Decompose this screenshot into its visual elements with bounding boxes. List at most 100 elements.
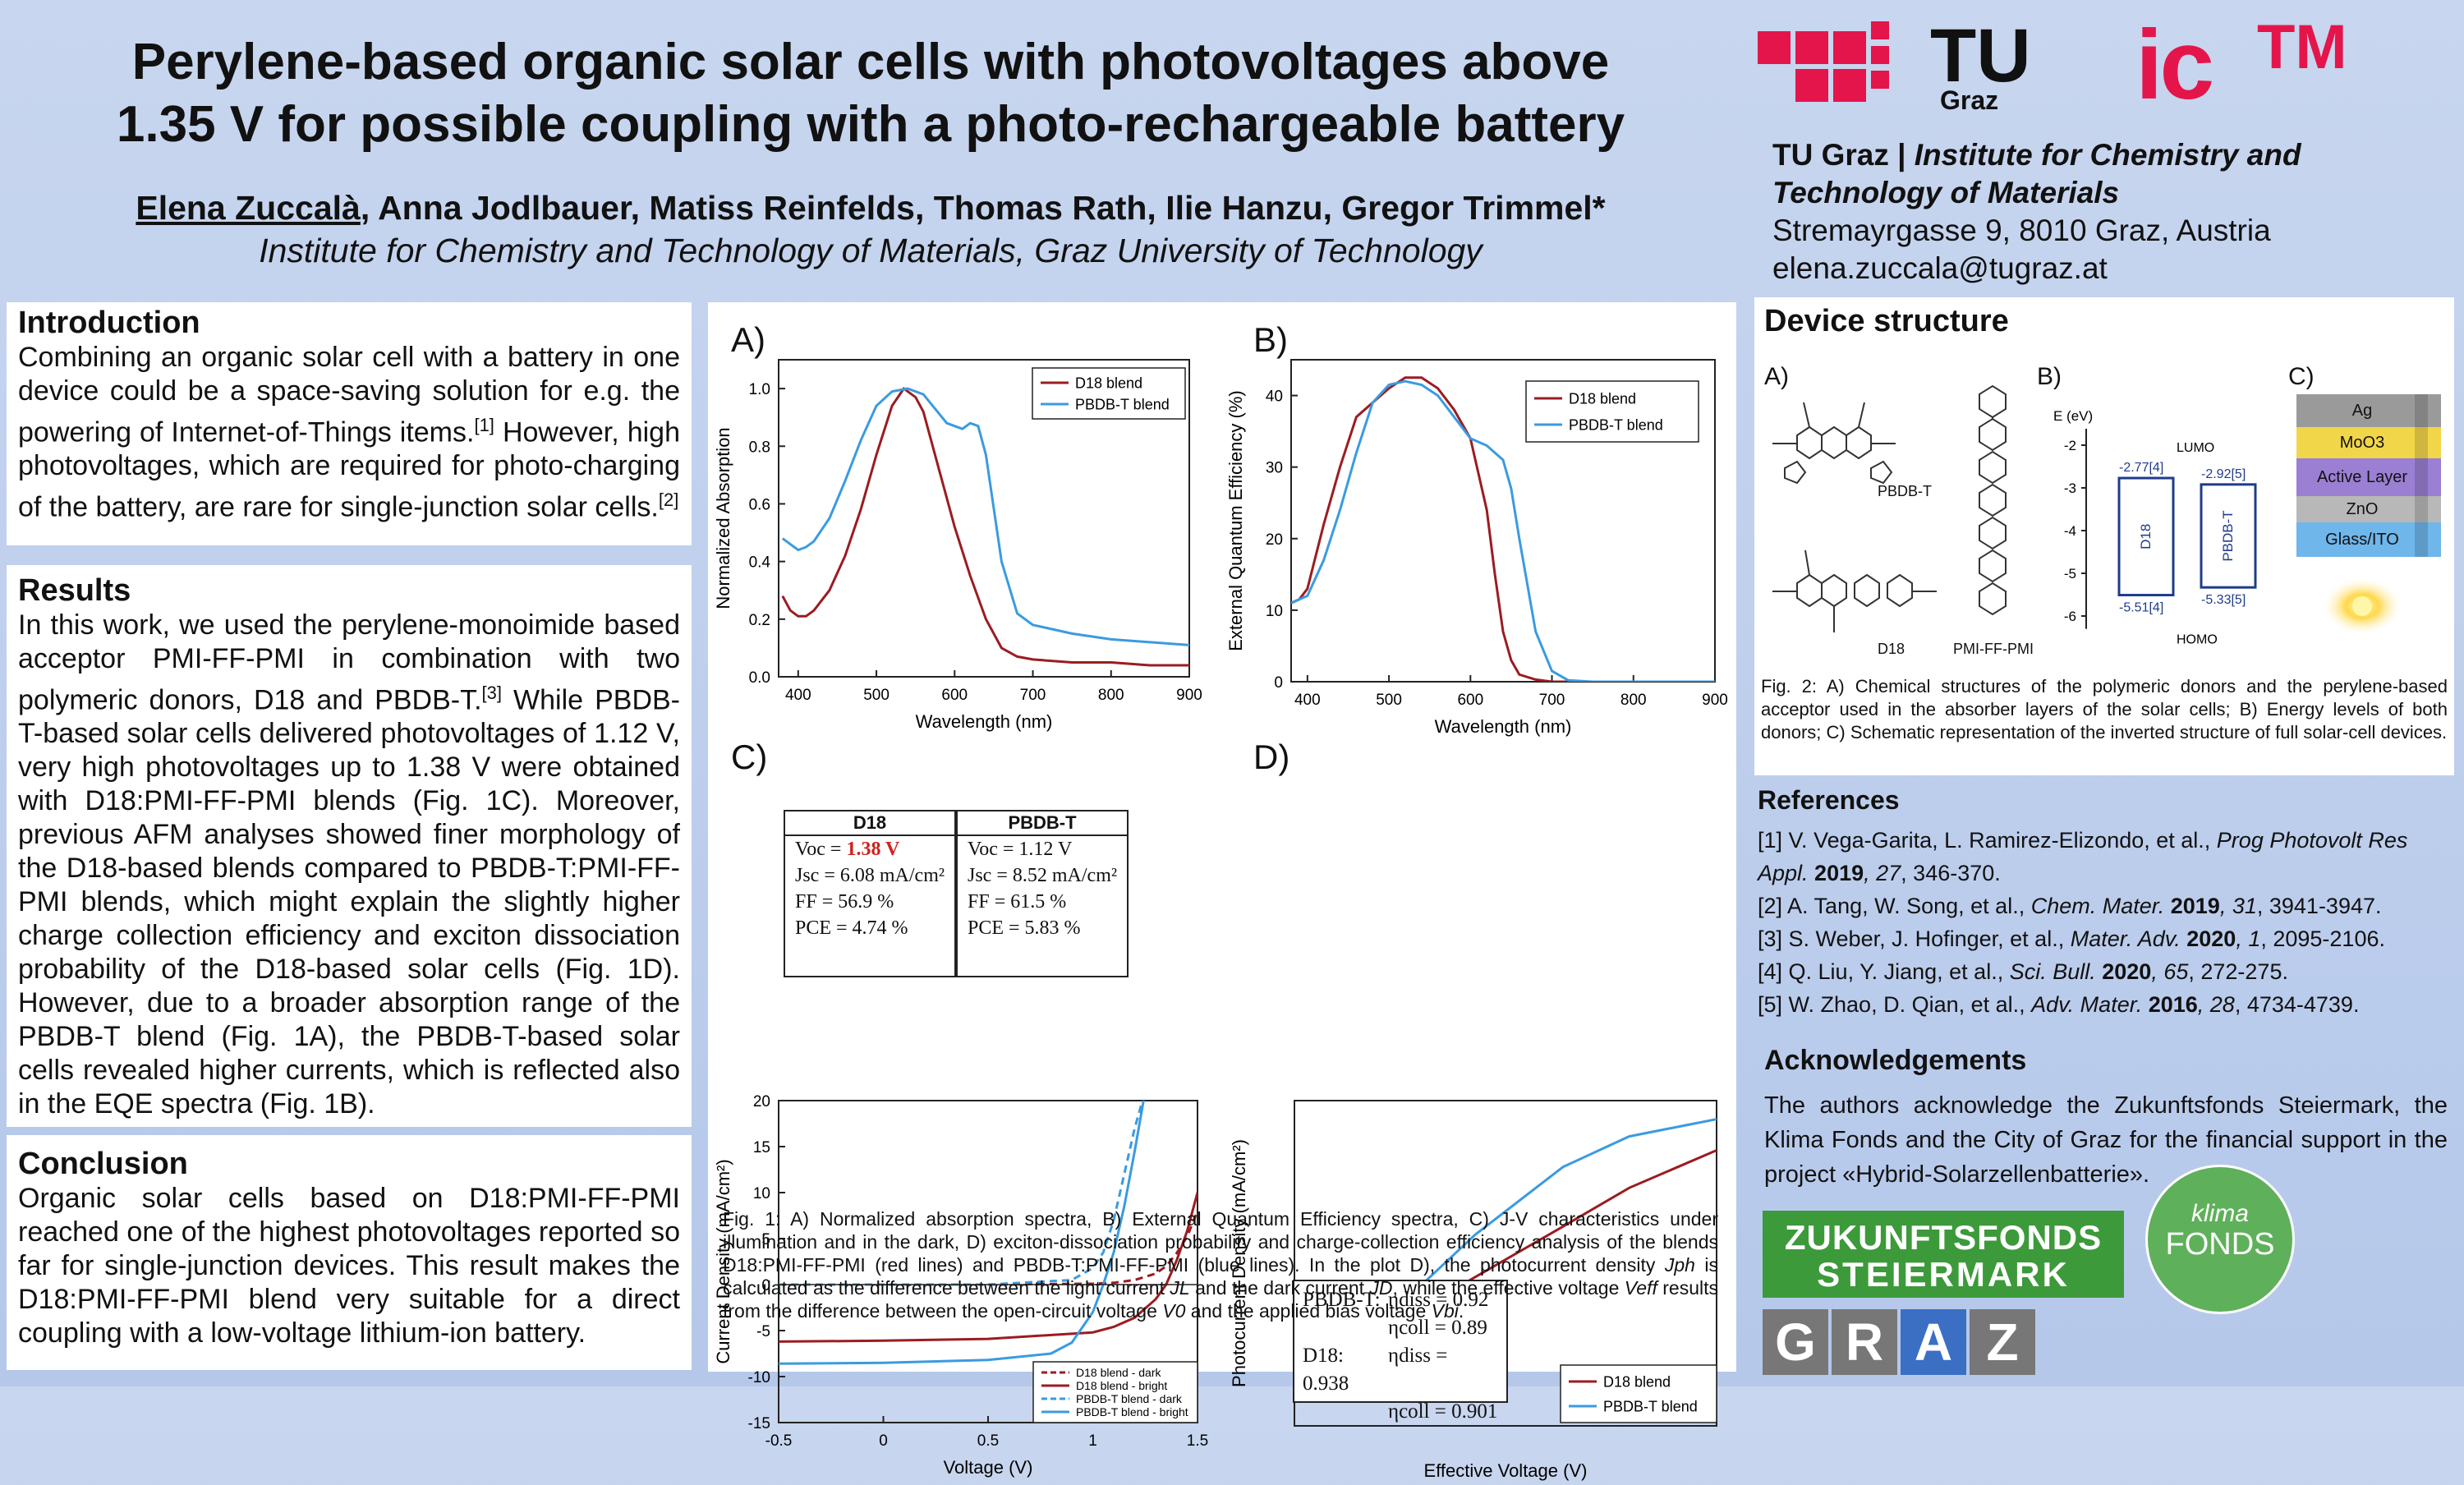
acknowledgements-text: The authors acknowledge the Zukunftsfond… [1764, 1092, 2448, 1188]
x-tick-label: 400 [1294, 692, 1321, 709]
layer-2: Active Layer [2296, 458, 2441, 496]
energy-bar-label: PBDB-T [2220, 510, 2236, 561]
email-link[interactable]: elena.zuccala@tugraz.at [1772, 251, 2108, 285]
label-b: B) [1253, 320, 1288, 359]
series-line-0 [1291, 376, 1715, 682]
x-tick-label: 600 [941, 687, 968, 704]
x-tick-label: 800 [1098, 687, 1124, 704]
figure2-caption: Fig. 2: A) Chemical structures of the po… [1761, 676, 2448, 742]
energy-tick-label: -5 [2064, 566, 2076, 582]
device-structure-panel: Device structure A) B) C) [1754, 297, 2454, 775]
y-tick-label: 0.2 [749, 612, 770, 629]
graz-letter: Z [1970, 1309, 2035, 1375]
legend-entry: D18 blend [1603, 1373, 1671, 1390]
y-axis-label: Normalized Absorption [713, 427, 733, 609]
device-label-b: B) [2037, 363, 2062, 390]
x-tick-label: 800 [1620, 692, 1647, 709]
results-text: In this work, we used the perylene-monoi… [18, 609, 680, 1120]
homo-value: -5.33[5] [2201, 593, 2246, 607]
introduction-text: Combining an organic solar cell with a b… [18, 342, 680, 523]
y-tick-label: 15 [753, 1139, 770, 1156]
energy-tick-label: -2 [2064, 438, 2076, 453]
contact-block: TU Graz | Institute for Chemistry and Te… [1772, 136, 2446, 287]
plot-frame [778, 359, 1190, 678]
institute-name: Institute for Chemistry and Technology o… [1772, 138, 2301, 209]
x-tick-label: 600 [1457, 692, 1483, 709]
y-tick-label: 0.6 [749, 496, 770, 513]
x-axis-label: Wavelength (nm) [1435, 716, 1572, 737]
legend-entry: D18 blend [1075, 375, 1142, 391]
reference-item: [1] V. Vega-Garita, L. Ramirez-Elizondo,… [1758, 828, 2408, 885]
y-tick-label: 0 [761, 1277, 770, 1294]
y-tick-label: 0.0 [749, 669, 770, 687]
legend-entry: D18 blend - bright [1076, 1379, 1167, 1392]
graz-letter: R [1832, 1309, 1897, 1375]
x-axis-label: Effective Voltage (V) [1424, 1460, 1588, 1481]
affiliation: Institute for Chemistry and Technology o… [259, 232, 1483, 269]
x-tick-label: 500 [863, 687, 890, 704]
y-axis-label: Photocurrent Density (mA/cm²) [1229, 1139, 1249, 1387]
series-line-2 [779, 1101, 1144, 1286]
y-tick-label: 0 [1274, 674, 1283, 692]
energy-tick-label: -6 [2064, 609, 2076, 624]
layer-3: ZnO [2296, 496, 2441, 522]
y-axis-label: Current Density (mA/cm²) [713, 1159, 733, 1363]
energy-bar-label: D18 [2138, 524, 2154, 549]
y-axis-label: External Quantum Efficiency (%) [1225, 390, 1246, 651]
y-tick-label: 20 [1266, 531, 1283, 549]
y-tick-label: 5 [761, 1231, 770, 1248]
conclusion-panel: Conclusion Organic solar cells based on … [7, 1135, 692, 1370]
energy-axis-label: E (eV) [2053, 408, 2093, 424]
references-heading: References [1758, 785, 1900, 815]
acknowledgements-section: Acknowledgements The authors acknowledge… [1764, 1045, 2448, 1192]
x-tick-label: 1 [1088, 1432, 1097, 1450]
graz-letter: G [1763, 1309, 1828, 1375]
d18-voc-value: 1.38 V [846, 839, 900, 860]
tu-graz-logo: TU Graz [1758, 14, 2031, 115]
ictm-logo: ic TM [2135, 8, 2398, 120]
x-tick-label: 700 [1020, 687, 1046, 704]
x-tick-label: 900 [1702, 692, 1728, 709]
conclusion-heading: Conclusion [18, 1147, 188, 1181]
legend-entry: PBDB-T blend [1569, 416, 1663, 433]
references-section: References [1] V. Vega-Garita, L. Ramire… [1758, 785, 2456, 1021]
label-c: C) [731, 738, 768, 776]
x-tick-label: 400 [785, 687, 811, 704]
x-axis-label: Voltage (V) [944, 1457, 1033, 1478]
reference-item: [3] S. Weber, J. Hofinger, et al., Mater… [1758, 926, 2385, 951]
x-tick-label: 700 [1539, 692, 1565, 709]
ictm-sup-text: TM [2257, 12, 2347, 82]
label-d: D) [1253, 738, 1290, 776]
chart-b-eqe: 400 500 600 700 800 900 0 10 20 30 40 Wavelength (n… [1225, 359, 1728, 737]
energy-bar-1 [2200, 483, 2257, 589]
reference-item: [5] W. Zhao, D. Qian, et al., Adv. Mater… [1758, 992, 2360, 1017]
klima-fonds-logo: klima FONDS [2145, 1165, 2295, 1314]
y-tick-label: 10 [753, 1185, 770, 1202]
layer-4: Glass/ITO [2296, 522, 2441, 557]
device-label-c: C) [2288, 363, 2315, 390]
layer-stack: Ag MoO3 Active Layer ZnO Glass/ITO [2296, 394, 2444, 583]
ictm-text: ic [2135, 10, 2214, 120]
plot-frame [1290, 359, 1716, 683]
lumo-value: -2.77[4] [2119, 461, 2163, 475]
zukunftsfonds-logo: ZUKUNFTSFONDS STEIERMARK [1763, 1211, 2124, 1298]
reference-item: [2] A. Tang, W. Song, et al., Chem. Mate… [1758, 894, 2382, 918]
device-structure-heading: Device structure [1764, 304, 2009, 338]
poster-title: Perylene-based organic solar cells with … [116, 34, 1625, 153]
first-author: Elena Zuccalà [136, 189, 361, 227]
y-tick-label: -10 [748, 1369, 770, 1386]
introduction-panel: Introduction Combining an organic solar … [7, 302, 692, 545]
legend-box [1525, 380, 1699, 443]
y-tick-label: 30 [1266, 460, 1283, 477]
legend-entry: PBDB-T blend - dark [1076, 1392, 1183, 1405]
chart-a-absorption: 400 500 600 700 800 900 0.0 0.2 0.4 0.6 0.8 1.0 Wave… [713, 359, 1202, 732]
y-tick-label: 1.0 [749, 381, 770, 398]
chemical-structures [1772, 384, 2007, 632]
device-label-a: A) [1764, 363, 1789, 390]
figure1-panel: A) B) C) D) 400 500 600 700 800 900 0.0 0.2 0.4 0… [708, 302, 1736, 1481]
y-tick-label: -15 [748, 1415, 770, 1432]
legend-entry: PBDB-T blend - bright [1076, 1405, 1188, 1418]
tu-text: TU [1930, 14, 2031, 98]
x-tick-label: 900 [1176, 687, 1202, 704]
